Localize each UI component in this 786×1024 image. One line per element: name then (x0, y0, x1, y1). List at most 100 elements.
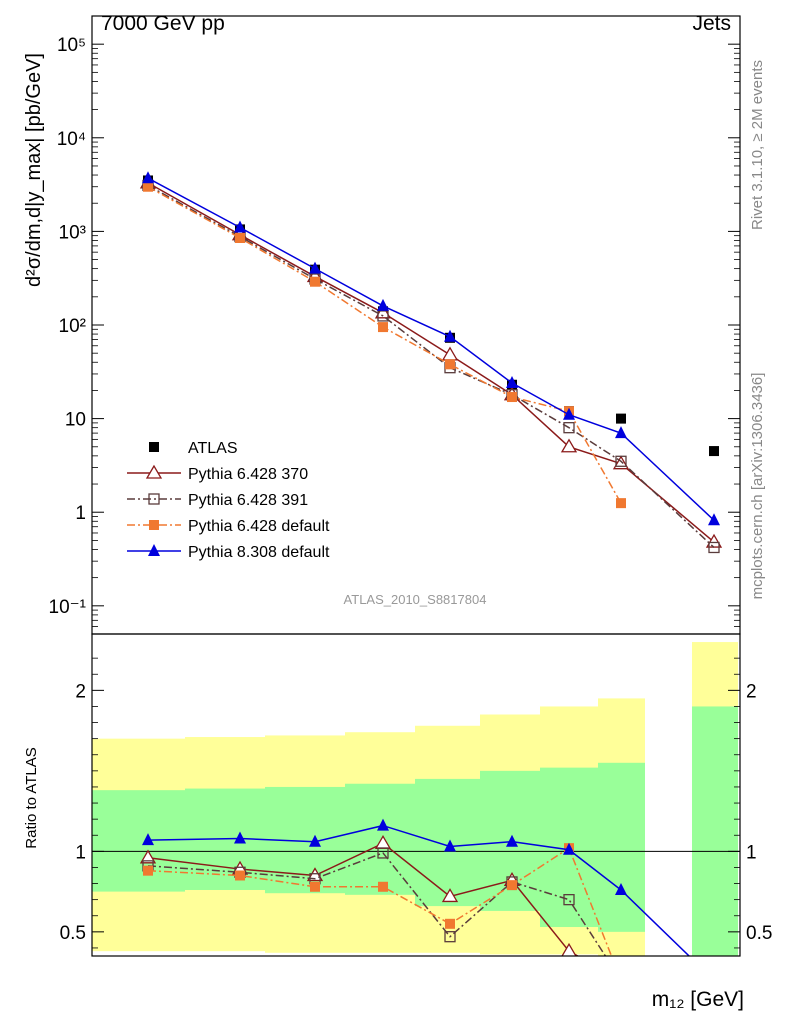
ratio-inner-band (692, 706, 738, 956)
ratio-data-point (309, 834, 321, 847)
ratio-data-point (378, 881, 388, 892)
ratio-data-point (234, 831, 246, 844)
main-y-tick-label: 10² (59, 316, 86, 337)
analysis-id-label: ATLAS_2010_S8817804 (344, 592, 487, 607)
ratio-y-tick-label: 2 (75, 681, 86, 702)
ratio-series-line (147, 852, 607, 956)
legend-entry: ATLAS (149, 440, 238, 457)
main-data-point (506, 376, 518, 389)
ratio-data-point (444, 931, 456, 943)
legend-entry: Pythia 6.428 391 (127, 492, 308, 509)
main-y-tick-label: 10 (65, 410, 86, 431)
main-data-point (563, 407, 575, 420)
ratio-data-point (441, 888, 459, 903)
main-data-point (563, 422, 575, 434)
ratio-data-point (563, 842, 575, 855)
ratio-series-pythia-6-428-370 (139, 835, 580, 956)
ratio-panel-frame (91, 633, 741, 957)
legend-marker (148, 493, 160, 505)
main-series-pythia-8-308-default (142, 171, 720, 526)
main-y-tick-label: 10⁻¹ (49, 597, 87, 618)
main-data-point (444, 329, 456, 342)
main-data-point (310, 276, 320, 287)
ratio-inner-band (598, 762, 645, 932)
main-data-point (374, 304, 392, 319)
header-left-label: 7000 GeV pp (101, 12, 225, 35)
ratio-y-tick-label-right: 1 (746, 842, 757, 863)
mcplots-label: mcplots.cern.ch [arXiv:1306.3436] (749, 373, 766, 600)
main-data-point (143, 181, 153, 192)
ratio-data-point (377, 847, 389, 859)
legend-entry: Pythia 8.308 default (127, 544, 330, 561)
main-series-line (147, 182, 715, 543)
ratio-data-point (310, 881, 320, 892)
ratio-inner-band (92, 790, 185, 892)
rivet-label: Rivet 3.1.10, ≥ 2M events (749, 60, 766, 230)
legend-entry: Pythia 6.428 default (127, 518, 330, 535)
ratio-inner-band (415, 778, 480, 907)
ratio-data-point (142, 833, 154, 846)
main-y-tick-label: 10³ (59, 222, 86, 243)
main-y-axis-title: d²σ/dm,d|y_max| [pb/GeV] (23, 53, 45, 287)
ratio-data-point (377, 818, 389, 831)
main-data-point (709, 446, 719, 457)
main-data-point (615, 455, 627, 467)
main-series-group (139, 171, 723, 554)
legend: ATLAS Pythia 6.428 370 Pythia 6.428 391 Pyt… (127, 440, 330, 561)
ratio-data-point (143, 865, 153, 876)
legend-entry: Pythia 6.428 370 (127, 464, 308, 483)
main-data-point (708, 513, 720, 526)
legend-label: Pythia 6.428 370 (188, 466, 308, 483)
main-data-point (708, 541, 720, 554)
main-series-pythia-6-428-default (143, 181, 626, 509)
main-data-point (309, 261, 321, 274)
ratio-data-point (506, 834, 518, 847)
main-y-tick-label: 1 (75, 503, 86, 524)
ratio-series-pythia-8-308-default (142, 818, 691, 956)
ratio-y-tick-label-right: 2 (746, 681, 757, 702)
main-series-atlas (143, 175, 719, 457)
main-data-point (560, 438, 578, 453)
legend-marker (149, 442, 159, 452)
ratio-series-line (147, 847, 613, 956)
ratio-data-point (507, 880, 517, 891)
legend-label: ATLAS (188, 440, 238, 457)
main-data-point (142, 171, 154, 184)
ratio-series-line (147, 842, 580, 956)
legend-label: Pythia 6.428 default (188, 518, 330, 535)
ratio-y-axis-title: Ratio to ATLAS (23, 747, 40, 848)
main-data-point (234, 220, 246, 233)
main-panel-frame (91, 15, 741, 635)
main-data-point (616, 413, 626, 424)
main-data-point (377, 310, 389, 322)
x-axis-title: m₁₂ [GeV] (652, 988, 744, 1011)
main-y-tick-label: 10⁴ (57, 129, 86, 150)
main-data-point (507, 392, 517, 403)
ratio-data-point (615, 882, 627, 895)
ratio-data-point (445, 918, 455, 929)
legend-marker (145, 464, 163, 479)
main-y-axis: 10⁻¹ 1 10 10² 10³ 10⁴ 10⁵ (49, 15, 740, 635)
main-data-point (378, 322, 388, 333)
main-data-point (616, 498, 626, 509)
main-data-point (615, 426, 627, 439)
ratio-data-point (563, 894, 575, 906)
legend-marker (149, 520, 159, 530)
header-right-label: Jets (692, 12, 731, 35)
legend-marker (148, 544, 160, 556)
main-y-tick-label: 10⁵ (57, 35, 86, 56)
ratio-y-axis: 0.5 0.5 1 1 2 2 (60, 657, 772, 949)
ratio-data-point (561, 942, 577, 956)
ratio-data-point (235, 870, 245, 881)
ratio-data-point (139, 849, 157, 864)
legend-label: Pythia 8.308 default (188, 544, 330, 561)
legend-label: Pythia 6.428 391 (188, 492, 308, 509)
ratio-y-tick-label: 0.5 (60, 923, 86, 944)
main-data-point (445, 359, 455, 370)
ratio-y-tick-label-right: 0.5 (746, 923, 772, 944)
main-data-point (377, 298, 389, 311)
ratio-series-group (139, 818, 691, 956)
ratio-y-tick-label: 1 (75, 842, 86, 863)
ratio-inner-band (345, 783, 415, 895)
